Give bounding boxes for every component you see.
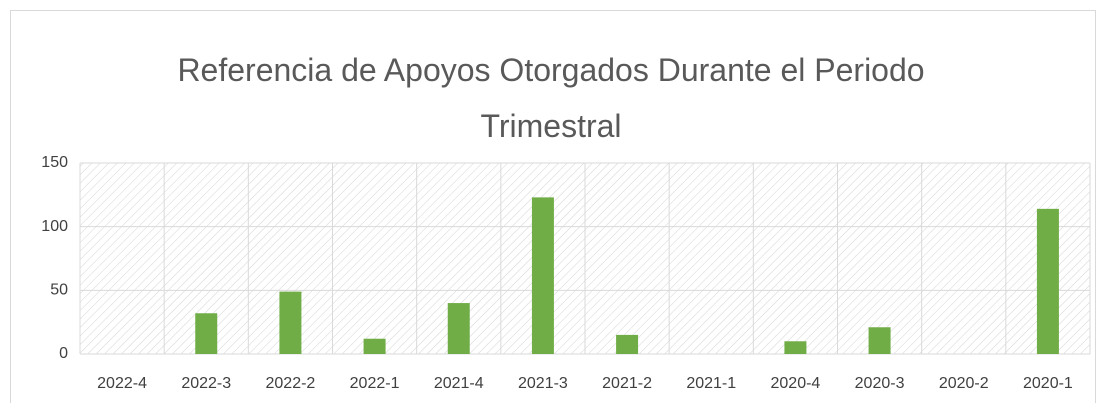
x-tick-label: 2020-4: [771, 375, 821, 392]
x-tick-label: 2022-1: [350, 375, 400, 392]
x-tick-label: 2022-2: [266, 375, 316, 392]
x-tick-label: 2021-4: [434, 375, 484, 392]
bar: [195, 313, 218, 354]
x-tick-label: 2022-3: [181, 375, 231, 392]
x-tick-label: 2021-3: [518, 375, 568, 392]
chart-frame: [10, 10, 1096, 403]
y-tick-label: 0: [59, 345, 68, 362]
bar: [531, 197, 554, 354]
x-tick-label: 2020-3: [855, 375, 905, 392]
bar: [868, 327, 891, 354]
bar: [363, 338, 386, 354]
chart-title: Referencia de Apoyos Otorgados Durante e…: [177, 52, 925, 144]
x-tick-label: 2022-4: [97, 375, 147, 392]
x-tick-label: 2021-2: [602, 375, 652, 392]
bar: [616, 334, 639, 354]
bar: [784, 341, 807, 354]
y-tick-label: 50: [50, 282, 68, 299]
x-tick-label: 2020-1: [1023, 375, 1073, 392]
x-tick-label: 2020-2: [939, 375, 989, 392]
y-tick-label: 100: [41, 218, 68, 235]
x-tick-label: 2021-1: [686, 375, 736, 392]
bar: [447, 303, 470, 354]
y-tick-label: 150: [41, 154, 68, 171]
bar: [1036, 208, 1059, 354]
bar: [279, 291, 302, 354]
